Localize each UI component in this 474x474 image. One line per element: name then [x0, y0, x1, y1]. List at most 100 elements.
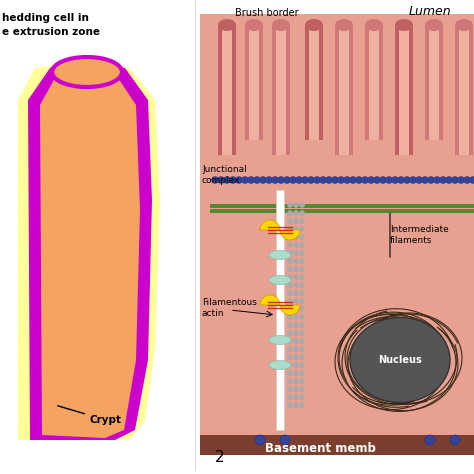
Text: Crypt: Crypt — [58, 406, 122, 425]
Polygon shape — [459, 28, 469, 155]
Circle shape — [293, 314, 299, 320]
Ellipse shape — [335, 19, 353, 31]
Polygon shape — [276, 28, 286, 155]
Circle shape — [287, 202, 293, 208]
Circle shape — [287, 282, 293, 288]
Circle shape — [385, 176, 392, 183]
Circle shape — [293, 402, 299, 408]
Circle shape — [287, 322, 293, 328]
Bar — [276, 190, 284, 430]
Circle shape — [293, 266, 299, 272]
Circle shape — [265, 176, 273, 183]
Circle shape — [331, 176, 338, 183]
Circle shape — [293, 378, 299, 384]
Ellipse shape — [455, 19, 473, 31]
Circle shape — [299, 218, 305, 224]
Bar — [210, 204, 474, 208]
Circle shape — [356, 176, 363, 183]
Circle shape — [428, 176, 435, 183]
Circle shape — [293, 330, 299, 336]
Circle shape — [287, 218, 293, 224]
Circle shape — [293, 290, 299, 296]
Circle shape — [349, 176, 356, 183]
Circle shape — [299, 250, 305, 256]
Polygon shape — [335, 25, 353, 155]
Polygon shape — [40, 72, 140, 438]
Text: Filamentous
actin: Filamentous actin — [202, 298, 257, 318]
Ellipse shape — [269, 275, 291, 284]
Circle shape — [293, 338, 299, 344]
Polygon shape — [395, 25, 413, 155]
Circle shape — [299, 226, 305, 232]
Circle shape — [299, 378, 305, 384]
Circle shape — [293, 322, 299, 328]
Circle shape — [293, 370, 299, 376]
Circle shape — [287, 354, 293, 360]
Circle shape — [464, 176, 471, 183]
Text: Intermediate
filaments: Intermediate filaments — [390, 225, 449, 245]
Circle shape — [299, 242, 305, 248]
Circle shape — [421, 176, 428, 183]
Polygon shape — [365, 25, 383, 140]
Circle shape — [293, 386, 299, 392]
Ellipse shape — [305, 19, 323, 31]
Circle shape — [299, 290, 305, 296]
Circle shape — [293, 394, 299, 400]
Polygon shape — [28, 60, 152, 440]
Text: hedding cell in: hedding cell in — [2, 13, 89, 23]
Circle shape — [293, 234, 299, 240]
Text: Basement memb: Basement memb — [264, 443, 375, 456]
Circle shape — [283, 176, 291, 183]
Circle shape — [287, 394, 293, 400]
Ellipse shape — [272, 19, 290, 31]
Circle shape — [299, 386, 305, 392]
Bar — [200, 435, 474, 455]
Circle shape — [287, 250, 293, 256]
Circle shape — [287, 266, 293, 272]
Circle shape — [293, 226, 299, 232]
Circle shape — [293, 354, 299, 360]
Circle shape — [293, 258, 299, 264]
Circle shape — [293, 306, 299, 312]
Circle shape — [299, 266, 305, 272]
Circle shape — [299, 202, 305, 208]
Circle shape — [224, 176, 230, 183]
Circle shape — [247, 176, 255, 183]
Circle shape — [241, 176, 248, 183]
Circle shape — [272, 176, 279, 183]
Circle shape — [287, 346, 293, 352]
Circle shape — [287, 378, 293, 384]
Circle shape — [259, 176, 266, 183]
Ellipse shape — [269, 250, 291, 259]
Circle shape — [434, 176, 440, 183]
Circle shape — [287, 330, 293, 336]
Polygon shape — [245, 25, 263, 140]
Polygon shape — [429, 28, 439, 140]
Circle shape — [380, 176, 386, 183]
Circle shape — [236, 176, 243, 183]
Circle shape — [403, 176, 410, 183]
Circle shape — [293, 242, 299, 248]
Ellipse shape — [350, 318, 450, 402]
Circle shape — [299, 322, 305, 328]
Polygon shape — [369, 28, 379, 140]
Circle shape — [367, 176, 374, 183]
Wedge shape — [280, 230, 300, 240]
Wedge shape — [260, 220, 280, 230]
Circle shape — [254, 176, 261, 183]
Circle shape — [287, 234, 293, 240]
Circle shape — [287, 258, 293, 264]
Polygon shape — [425, 25, 443, 140]
Circle shape — [293, 218, 299, 224]
Text: e extrusion zone: e extrusion zone — [2, 27, 100, 37]
Ellipse shape — [52, 57, 122, 87]
Circle shape — [299, 314, 305, 320]
Circle shape — [299, 274, 305, 280]
Circle shape — [293, 210, 299, 216]
Circle shape — [450, 435, 460, 445]
Wedge shape — [260, 295, 280, 305]
Circle shape — [255, 435, 265, 445]
Circle shape — [299, 282, 305, 288]
Polygon shape — [399, 28, 409, 155]
Circle shape — [299, 394, 305, 400]
